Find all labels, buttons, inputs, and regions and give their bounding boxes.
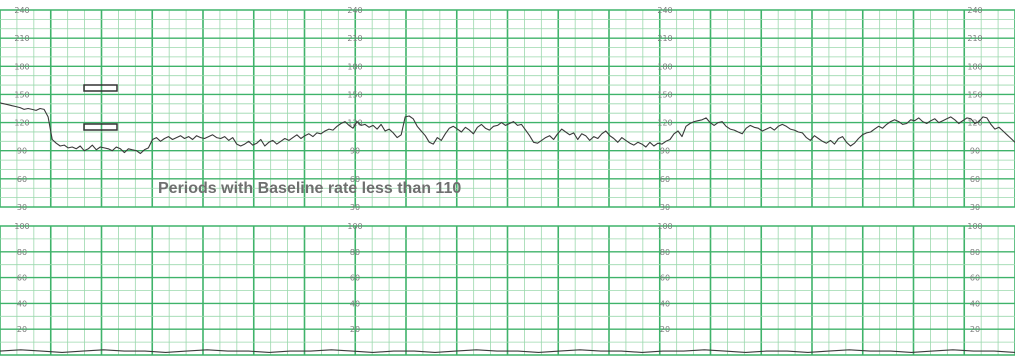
y-tick-label: 210 bbox=[14, 34, 29, 43]
y-tick-label: 120 bbox=[347, 119, 362, 128]
y-tick-label: 180 bbox=[657, 62, 672, 71]
y-tick-label: 180 bbox=[347, 62, 362, 71]
y-tick-label: 150 bbox=[967, 90, 982, 99]
baseline-marker-lower bbox=[83, 123, 118, 131]
y-tick-label: 30 bbox=[350, 203, 360, 212]
y-tick-label: 60 bbox=[970, 175, 980, 184]
y-tick-label: 90 bbox=[660, 147, 670, 156]
y-tick-label: 100 bbox=[14, 222, 29, 231]
y-tick-label: 100 bbox=[967, 222, 982, 231]
y-tick-label: 90 bbox=[350, 147, 360, 156]
y-tick-label: 20 bbox=[660, 325, 670, 334]
y-tick-label: 30 bbox=[660, 203, 670, 212]
y-tick-label: 120 bbox=[657, 119, 672, 128]
trace-layer bbox=[0, 102, 1015, 353]
y-tick-label: 150 bbox=[657, 90, 672, 99]
y-axis-tick-labels: 240 240 240 240 210 210 210 210 180 180 180 180 150 1… bbox=[14, 6, 982, 334]
y-tick-label: 210 bbox=[967, 34, 982, 43]
y-tick-label: 60 bbox=[350, 274, 360, 283]
y-tick-label: 60 bbox=[660, 175, 670, 184]
y-tick-label: 90 bbox=[17, 147, 27, 156]
y-tick-label: 80 bbox=[660, 248, 670, 257]
y-tick-label: 180 bbox=[14, 62, 29, 71]
y-tick-label: 80 bbox=[970, 248, 980, 257]
y-tick-label: 210 bbox=[657, 34, 672, 43]
y-tick-label: 20 bbox=[17, 325, 27, 334]
y-tick-label: 150 bbox=[347, 90, 362, 99]
y-tick-label: 60 bbox=[17, 175, 27, 184]
y-tick-label: 150 bbox=[14, 90, 29, 99]
y-tick-label: 40 bbox=[17, 299, 27, 308]
y-tick-label: 210 bbox=[347, 34, 362, 43]
y-tick-label: 20 bbox=[970, 325, 980, 334]
y-tick-label: 30 bbox=[17, 203, 27, 212]
markers bbox=[83, 84, 118, 131]
y-tick-label: 100 bbox=[347, 222, 362, 231]
y-tick-label: 60 bbox=[660, 274, 670, 283]
y-tick-label: 40 bbox=[350, 299, 360, 308]
y-tick-label: 30 bbox=[970, 203, 980, 212]
y-tick-label: 240 bbox=[347, 6, 362, 15]
y-tick-label: 120 bbox=[14, 119, 29, 128]
y-tick-label: 40 bbox=[660, 299, 670, 308]
y-tick-label: 60 bbox=[350, 175, 360, 184]
grid bbox=[0, 9, 1015, 356]
baseline-marker-upper bbox=[83, 84, 118, 92]
uterine-activity-trace bbox=[0, 349, 1015, 353]
y-tick-label: 240 bbox=[657, 6, 672, 15]
y-tick-label: 240 bbox=[967, 6, 982, 15]
y-tick-label: 20 bbox=[350, 325, 360, 334]
y-tick-label: 240 bbox=[14, 6, 29, 15]
y-tick-label: 90 bbox=[970, 147, 980, 156]
y-tick-label: 40 bbox=[970, 299, 980, 308]
y-tick-label: 180 bbox=[967, 62, 982, 71]
y-tick-label: 60 bbox=[970, 274, 980, 283]
y-tick-label: 60 bbox=[17, 274, 27, 283]
annotation-text: Periods with Baseline rate less than 110 bbox=[158, 180, 461, 197]
y-tick-label: 100 bbox=[657, 222, 672, 231]
y-tick-label: 80 bbox=[350, 248, 360, 257]
fetal-heart-rate-trace bbox=[0, 102, 1015, 155]
y-tick-label: 80 bbox=[17, 248, 27, 257]
